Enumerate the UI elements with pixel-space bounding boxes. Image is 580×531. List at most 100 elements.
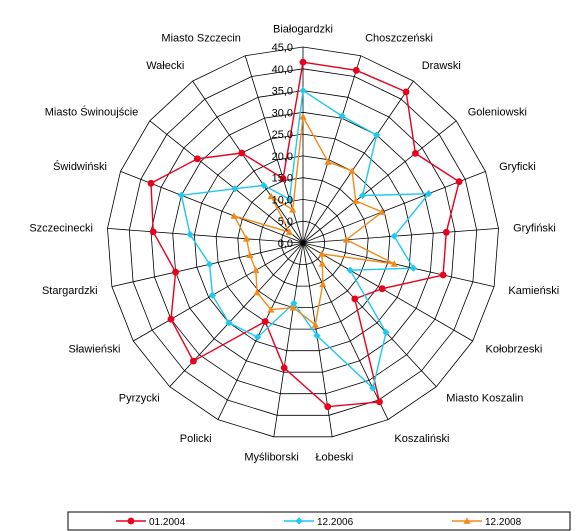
series-2-point-20 xyxy=(289,206,297,213)
series-0-point-15 xyxy=(172,268,180,276)
series-1-point-2 xyxy=(373,131,381,139)
category-label-19: Wałecki xyxy=(146,60,184,72)
category-label-12: Policki xyxy=(180,433,212,445)
tick-label-8: 40,0 xyxy=(272,64,293,76)
series-0-point-3 xyxy=(412,150,419,157)
grid-spoke-14 xyxy=(133,242,304,342)
grid-ring-8 xyxy=(128,68,478,416)
category-label-13: Pyrzycki xyxy=(119,393,160,405)
series-1-point-9 xyxy=(369,384,377,392)
series-2-point-15 xyxy=(246,251,254,258)
series-1-point-14 xyxy=(208,291,217,299)
series-1-point-17 xyxy=(177,191,185,199)
grid-spoke-12 xyxy=(217,242,304,420)
category-label-5: Gryfiński xyxy=(513,222,556,234)
radial-tick-labels: 0,0 5,0 10,0 15,0 20,0 25,0 30,0 35,0 40,0 45,0 xyxy=(272,42,293,250)
series-0-point-8 xyxy=(351,295,359,303)
tick-label-3: 15,0 xyxy=(272,173,293,185)
series-0-point-11 xyxy=(280,364,288,372)
tick-label-2: 10,0 xyxy=(272,194,293,206)
legend-marker-1 xyxy=(295,517,303,525)
series-1 xyxy=(177,86,433,392)
grid-ring-5 xyxy=(193,133,413,352)
radar-grid xyxy=(107,46,499,438)
series-2-point-13 xyxy=(253,288,261,296)
tick-label-7: 35,0 xyxy=(272,86,293,98)
series-0-point-5 xyxy=(442,228,450,236)
series-1-point-10 xyxy=(313,331,321,340)
grid-spoke-6 xyxy=(302,242,495,287)
series-0-point-19 xyxy=(238,149,246,157)
category-label-9: Koszaliński xyxy=(394,433,449,445)
series-0-point-20 xyxy=(279,175,287,182)
grid-ring-9 xyxy=(107,46,499,438)
legend-box xyxy=(67,511,571,531)
legend: 01.2004 12.2006 12.2008 xyxy=(67,511,571,531)
series-0-point-9 xyxy=(376,398,383,406)
series-2-point-19 xyxy=(267,192,275,200)
tick-label-6: 30,0 xyxy=(272,107,293,119)
tick-label-9: 45,0 xyxy=(272,42,293,54)
series-0-point-10 xyxy=(324,403,332,411)
series-line-0 xyxy=(150,61,460,408)
series-2-point-9 xyxy=(319,280,327,288)
category-label-17: Świdwiński xyxy=(53,160,107,173)
grid-spoke-18 xyxy=(149,120,304,244)
series-2-point-3 xyxy=(352,197,360,204)
series-1-point-0 xyxy=(299,86,307,95)
grid-ring-3 xyxy=(237,177,369,309)
series-1-point-5 xyxy=(390,232,398,240)
tick-label-1: 5,0 xyxy=(278,216,293,228)
series-2-point-11 xyxy=(289,304,297,311)
series-0-point-18 xyxy=(194,155,201,163)
category-label-3: Goleniowski xyxy=(468,107,527,119)
category-label-20: Miasto Szczecin xyxy=(161,33,240,45)
category-label-18: Miasto Świnoujście xyxy=(45,106,139,119)
series-1-point-3 xyxy=(358,191,367,200)
grid-spoke-7 xyxy=(302,242,473,342)
grid-spoke-19 xyxy=(192,80,304,244)
series-0-point-4 xyxy=(455,178,463,186)
series-2-point-5 xyxy=(342,236,351,243)
series-1-point-4 xyxy=(425,190,433,198)
series-2-point-1 xyxy=(324,158,332,165)
category-label-10: Łobeski xyxy=(315,451,353,463)
grid-ring-1 xyxy=(280,220,326,265)
legend-label-2: 12.2008 xyxy=(485,517,522,528)
grid-spoke-8 xyxy=(302,242,437,387)
series-2-point-8 xyxy=(318,260,326,267)
category-label-16: Szczecinecki xyxy=(29,222,93,234)
series-1-point-12 xyxy=(254,333,262,341)
category-label-2: Drawski xyxy=(422,60,461,72)
grid-spoke-3 xyxy=(302,120,457,244)
grid-spoke-5 xyxy=(302,228,499,244)
series-1-point-1 xyxy=(338,112,346,120)
category-label-14: Sławieński xyxy=(69,343,121,355)
series-2-point-14 xyxy=(252,266,260,274)
grid-spoke-2 xyxy=(302,80,414,244)
grid-ring-7 xyxy=(150,90,456,395)
series-1-point-20 xyxy=(285,195,294,203)
series-1-point-13 xyxy=(225,319,233,327)
series-2-point-6 xyxy=(390,260,398,267)
series-0-point-12 xyxy=(261,318,269,325)
category-label-15: Stargardzki xyxy=(42,285,98,297)
series-0-point-2 xyxy=(402,88,410,96)
radar-series-layer xyxy=(147,58,463,411)
grid-spoke-1 xyxy=(302,55,362,244)
series-2-point-4 xyxy=(378,208,386,215)
tick-label-5: 25,0 xyxy=(272,129,293,141)
category-label-1: Choszczeński xyxy=(365,33,433,45)
series-line-1 xyxy=(180,89,431,390)
grid-ring-2 xyxy=(259,198,347,287)
series-1-point-11 xyxy=(290,299,298,307)
series-0-point-1 xyxy=(352,66,360,74)
tick-label-4: 20,0 xyxy=(272,151,293,163)
grid-spoke-16 xyxy=(107,228,304,244)
series-1-point-18 xyxy=(231,185,239,193)
series-0-point-16 xyxy=(149,228,157,236)
series-2-point-2 xyxy=(348,167,356,174)
series-0-point-13 xyxy=(190,357,197,365)
category-label-7: Kołobrzeski xyxy=(486,343,543,355)
series-2-point-16 xyxy=(242,235,251,242)
